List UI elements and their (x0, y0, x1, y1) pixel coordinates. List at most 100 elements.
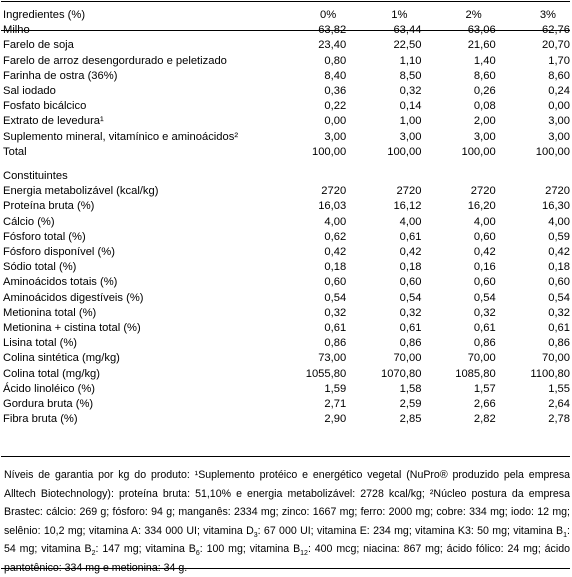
constituent-value: 0,32 (548, 306, 570, 319)
constituent-value: 0,60 (399, 276, 422, 289)
ingredients-section: Milho 63,82 63,44 63,06 62,76 Farelo de soja 2… (3, 23, 570, 160)
constituent-name: Proteína bruta (%) (3, 200, 95, 213)
ingredient-value: 8,40 (324, 69, 347, 82)
header-row: Ingredientes (%) 0% 1% 2% 3% (3, 8, 570, 23)
constituent-value: 0,61 (548, 322, 570, 335)
ingredient-value: 3,00 (548, 115, 570, 128)
constituent-value: 0,42 (399, 246, 422, 259)
ingredient-value: 0,00 (548, 100, 570, 113)
ingredient-row: Milho 63,82 63,44 63,06 62,76 (3, 23, 570, 38)
subscript-b2: 2 (91, 550, 96, 558)
constituent-value: 0,42 (548, 246, 570, 259)
constituent-value: 2,66 (473, 398, 496, 411)
ingredient-value: 63,44 (393, 24, 422, 37)
constituent-value: 2720 (470, 185, 496, 198)
constituent-name: Fibra bruta (%) (3, 413, 78, 426)
constituent-value: 0,86 (324, 337, 347, 350)
ingredient-value: 0,32 (399, 85, 422, 98)
constituents-heading-row: Constituintes (3, 169, 570, 184)
ingredient-value: 3,00 (473, 130, 496, 143)
constituent-name: Metionina total (%) (3, 306, 97, 319)
constituent-value: 0,18 (324, 261, 347, 274)
constituent-name: Sódio total (%) (3, 261, 77, 274)
ingredient-row: Extrato de levedura¹ 0,00 1,00 2,00 3,00 (3, 114, 570, 129)
constituent-value: 1055,80 (305, 367, 347, 380)
constituent-value: 0,61 (399, 322, 422, 335)
ingredient-value: 100,00 (461, 145, 496, 158)
footnote-line-5b: : 54 mg; vitamina B (4, 524, 570, 556)
constituent-value: 0,54 (548, 291, 570, 304)
constituent-value: 0,61 (324, 322, 347, 335)
footnote-line-5c: : 147 mg; vitamina B (95, 543, 196, 555)
ingredient-row: Farinha de ostra (36%) 8,40 8,50 8,60 8,60 (3, 69, 570, 84)
constituent-row: Colina sintética (mg/kg) 73,00 70,00 70,00 7… (3, 351, 570, 366)
constituent-value: 70,00 (542, 352, 570, 365)
constituent-value: 2,64 (548, 398, 570, 411)
ingredient-row: Fosfato bicálcico 0,22 0,14 0,08 0,00 (3, 99, 570, 114)
ingredient-value: 0,00 (324, 115, 347, 128)
constituent-value: 70,00 (393, 352, 422, 365)
ingredient-value: 0,14 (399, 100, 422, 113)
ingredient-value: 100,00 (387, 145, 422, 158)
ingredient-name: Suplemento mineral, vitamínico e aminoác… (3, 130, 239, 143)
constituent-value: 1,57 (473, 382, 496, 395)
constituent-name: Energia metabolizável (kcal/kg) (3, 185, 159, 198)
constituent-row: Fósforo total (%) 0,62 0,61 0,60 0,59 (3, 230, 570, 245)
constituent-row: Ácido linoléico (%) 1,59 1,58 1,57 1,55 (3, 382, 570, 397)
constituent-value: 2720 (396, 185, 422, 198)
constituent-row: Fibra bruta (%) 2,90 2,85 2,82 2,78 (3, 412, 570, 427)
ingredient-value: 0,22 (324, 100, 347, 113)
constituent-value: 16,20 (467, 200, 496, 213)
ingredient-value: 3,00 (399, 130, 422, 143)
constituent-value: 2720 (545, 185, 570, 198)
header-level-0: 0% (320, 9, 337, 21)
constituent-value: 1070,80 (380, 367, 422, 380)
ingredient-value: 23,40 (318, 39, 347, 52)
ingredient-value: 21,60 (467, 39, 496, 52)
ingredient-value: 3,00 (324, 130, 347, 143)
constituents-heading: Constituintes (3, 170, 68, 183)
constituent-value: 1,58 (399, 382, 422, 395)
footnote-line-2: empresa Alltech Biotechnology): proteína… (4, 469, 571, 500)
constituent-value: 0,86 (399, 337, 422, 350)
constituent-value: 0,60 (548, 276, 570, 289)
constituent-row: Colina total (mg/kg) 1055,80 1070,80 1085,8… (3, 367, 570, 382)
top-rule (1, 1, 570, 2)
constituent-row: Metionina + cistina total (%) 0,61 0,61 0,6… (3, 321, 570, 336)
ingredient-name: Sal iodado (3, 85, 56, 98)
constituent-value: 0,18 (399, 261, 422, 274)
constituent-row: Aminoácidos digestíveis (%) 0,54 0,54 0,54 0… (3, 291, 570, 306)
ingredient-value: 0,08 (473, 100, 496, 113)
subscript-d3: 3 (253, 531, 258, 539)
constituent-value: 2720 (321, 185, 347, 198)
constituent-value: 0,60 (473, 230, 496, 243)
constituent-row: Gordura bruta (%) 2,71 2,59 2,66 2,64 (3, 397, 570, 412)
constituent-row: Energia metabolizável (kcal/kg) 2720 2720 2… (3, 184, 570, 199)
ingredient-value: 1,40 (473, 54, 496, 67)
constituent-value: 0,59 (548, 230, 570, 243)
constituent-value: 0,42 (473, 246, 496, 259)
footnote-line-4b: : 67 000 UI; (257, 524, 314, 537)
footnote: Níveis de garantia por kg do produto: ¹S… (4, 466, 570, 577)
composition-table: Ingredientes (%) 0% 1% 2% 3% Milho 63,82 6… (3, 8, 570, 427)
constituent-value: 16,12 (393, 200, 422, 213)
ingredient-value: 8,50 (399, 69, 422, 82)
ingredient-value: 63,82 (318, 24, 347, 37)
constituent-value: 1,59 (324, 382, 347, 395)
constituents-section: Energia metabolizável (kcal/kg) 2720 2720 2… (3, 184, 570, 427)
ingredient-value: 100,00 (535, 145, 570, 158)
ingredient-value: 0,24 (548, 85, 570, 98)
constituent-name: Metionina + cistina total (%) (3, 322, 141, 335)
ingredient-row: Sal iodado 0,36 0,32 0,26 0,24 (3, 84, 570, 99)
constituent-value: 0,42 (324, 246, 347, 259)
constituent-value: 1085,80 (455, 367, 496, 380)
constituent-value: 1100,80 (530, 367, 570, 380)
constituent-row: Aminoácidos totais (%) 0,60 0,60 0,60 0,60 (3, 275, 570, 290)
constituent-value: 0,54 (473, 291, 496, 304)
ingredient-value: 1,00 (399, 115, 422, 128)
ingredient-value: 3,00 (548, 130, 570, 143)
constituent-value: 0,60 (324, 276, 347, 289)
constituent-value: 73,00 (318, 352, 347, 365)
ingredient-name: Fosfato bicálcico (3, 100, 87, 113)
subscript-b12: 12 (300, 550, 308, 558)
